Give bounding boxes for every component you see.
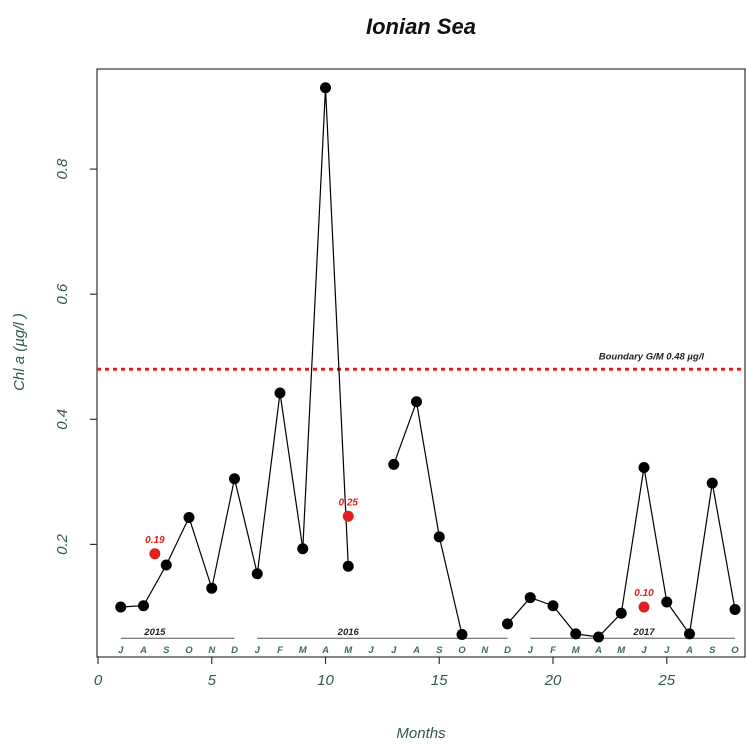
x-tick-label: 15 [431, 672, 448, 689]
year-brackets: 2015 2016 2017 [120, 627, 735, 639]
month-label: F [550, 645, 556, 656]
highlight-label: 0.25 [339, 497, 359, 508]
month-label: D [231, 645, 238, 656]
data-point [661, 596, 673, 608]
reference-line-label: Boundary G/M 0.48 µg/l [599, 351, 705, 362]
data-point [547, 600, 559, 612]
highlight-label: 0.10 [634, 588, 654, 599]
y-tick-label: 0.6 [54, 283, 71, 305]
month-label: M [572, 645, 581, 656]
plot-frame [96, 68, 746, 658]
data-point [251, 568, 263, 580]
y-tick-label: 0.8 [54, 158, 71, 180]
x-tick-label: 25 [657, 672, 675, 689]
series-line-segment [120, 87, 349, 608]
data-point [684, 628, 695, 640]
data-point [502, 618, 513, 630]
data-point [615, 607, 627, 619]
x-tick-label: 10 [317, 672, 334, 689]
highlight-point [638, 601, 650, 613]
month-label: J [641, 645, 647, 656]
month-label: F [277, 645, 283, 656]
month-label: S [436, 645, 443, 656]
data-point [638, 461, 650, 473]
year-label: 2015 [143, 627, 166, 638]
month-label: O [458, 645, 466, 656]
month-label: A [139, 645, 147, 656]
reference-line-group: Boundary G/M 0.48 µg/l [97, 351, 745, 371]
month-label: A [321, 645, 329, 656]
data-point [593, 631, 604, 643]
month-label: J [528, 645, 534, 656]
month-label: A [685, 645, 693, 656]
data-point [115, 601, 127, 613]
series-line-segment [393, 399, 463, 635]
y-tick-label: 0.4 [54, 409, 71, 430]
month-label: A [594, 645, 602, 656]
data-point [138, 600, 149, 612]
highlight-label: 0.19 [145, 535, 165, 546]
month-label: J [391, 645, 397, 656]
month-label: S [163, 645, 170, 656]
month-label: M [617, 645, 626, 656]
data-point [729, 603, 741, 615]
x-axis-label: Months [396, 725, 446, 742]
x-tick-label: 20 [544, 672, 562, 689]
data-point [229, 473, 240, 485]
y-tick-label: 0.2 [54, 533, 71, 555]
data-point [206, 582, 218, 594]
data-point [274, 387, 286, 399]
data-point [297, 543, 309, 555]
month-label: J [664, 645, 670, 656]
month-label: O [731, 645, 739, 656]
highlight-point [342, 510, 354, 522]
x-tick-label: 0 [94, 672, 103, 689]
data-point [342, 560, 354, 572]
month-label: N [208, 645, 216, 656]
month-label: J [118, 645, 124, 656]
x-tick-label: 5 [208, 672, 217, 689]
month-label: J [368, 645, 374, 656]
month-label: M [299, 645, 308, 656]
data-point [570, 628, 582, 640]
highlight-points: 0.19 0.25 0.10 [145, 497, 654, 613]
year-label: 2016 [337, 627, 360, 638]
month-label: O [185, 645, 193, 656]
data-point [388, 458, 400, 470]
data-point [524, 592, 536, 604]
data-point [411, 396, 422, 408]
data-point [160, 559, 172, 571]
month-label: J [255, 645, 261, 656]
month-label: M [344, 645, 353, 656]
year-label: 2017 [632, 627, 655, 638]
data-point [320, 82, 331, 94]
data-point [183, 512, 195, 524]
month-label: S [709, 645, 716, 656]
month-label: D [504, 645, 511, 656]
axis-ticks: 0 5 10 15 20 25 0.2 0.4 0.6 0.8 [54, 158, 676, 689]
series-lines [120, 87, 736, 638]
chart-title: Ionian Sea [366, 14, 476, 39]
data-point [706, 477, 718, 489]
data-point [456, 628, 468, 640]
month-label: N [481, 645, 489, 656]
y-axis-label: Chl a (µg/l ) [11, 313, 28, 391]
data-point [433, 531, 445, 543]
highlight-point [149, 548, 161, 560]
data-points [115, 82, 741, 643]
month-label: A [412, 645, 420, 656]
